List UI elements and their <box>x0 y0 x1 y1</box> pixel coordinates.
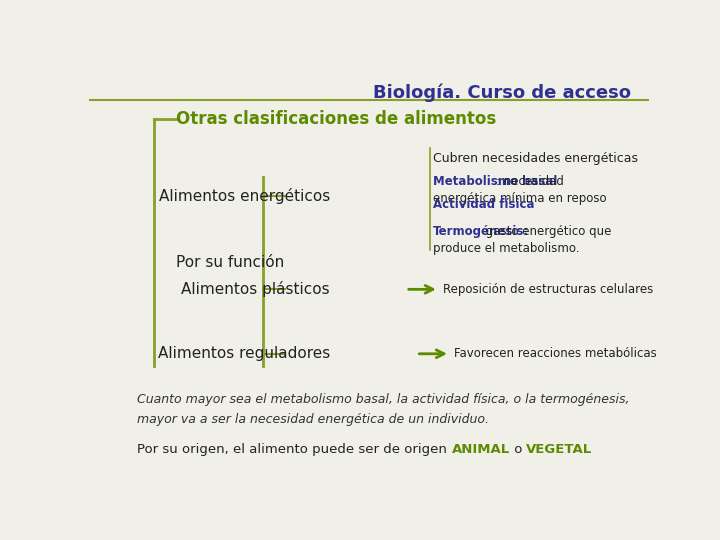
Text: energética mínima en reposo: energética mínima en reposo <box>433 192 607 205</box>
Text: Cubren necesidades energéticas: Cubren necesidades energéticas <box>433 152 638 165</box>
Text: Por su origen, el alimento puede ser de origen: Por su origen, el alimento puede ser de … <box>138 443 451 456</box>
Text: Biología. Curso de acceso: Biología. Curso de acceso <box>373 84 631 102</box>
Text: gasto energético que: gasto energético que <box>482 225 612 238</box>
Text: Favorecen reacciones metabólicas: Favorecen reacciones metabólicas <box>454 347 657 360</box>
Text: produce el metabolismo.: produce el metabolismo. <box>433 242 580 255</box>
Text: Por su función: Por su función <box>176 255 284 270</box>
Text: VEGETAL: VEGETAL <box>526 443 593 456</box>
Text: mayor va a ser la necesidad energética de un individuo.: mayor va a ser la necesidad energética d… <box>138 413 490 426</box>
Text: Alimentos reguladores: Alimentos reguladores <box>158 346 330 361</box>
Text: Actividad física: Actividad física <box>433 198 535 211</box>
Text: Otras clasificaciones de alimentos: Otras clasificaciones de alimentos <box>176 110 497 128</box>
Text: Termogénesis:: Termogénesis: <box>433 225 529 238</box>
Text: Cuanto mayor sea el metabolismo basal, la actividad física, o la termogénesis,: Cuanto mayor sea el metabolismo basal, l… <box>138 393 630 406</box>
Text: Reposición de estructuras celulares: Reposición de estructuras celulares <box>444 283 654 296</box>
Text: : necesidad: : necesidad <box>496 175 564 188</box>
Text: o: o <box>510 443 526 456</box>
Text: ANIMAL: ANIMAL <box>451 443 510 456</box>
Text: Metabolismo basal: Metabolismo basal <box>433 175 557 188</box>
Text: Alimentos plásticos: Alimentos plásticos <box>181 281 330 298</box>
Text: Alimentos energéticos: Alimentos energéticos <box>158 188 330 204</box>
